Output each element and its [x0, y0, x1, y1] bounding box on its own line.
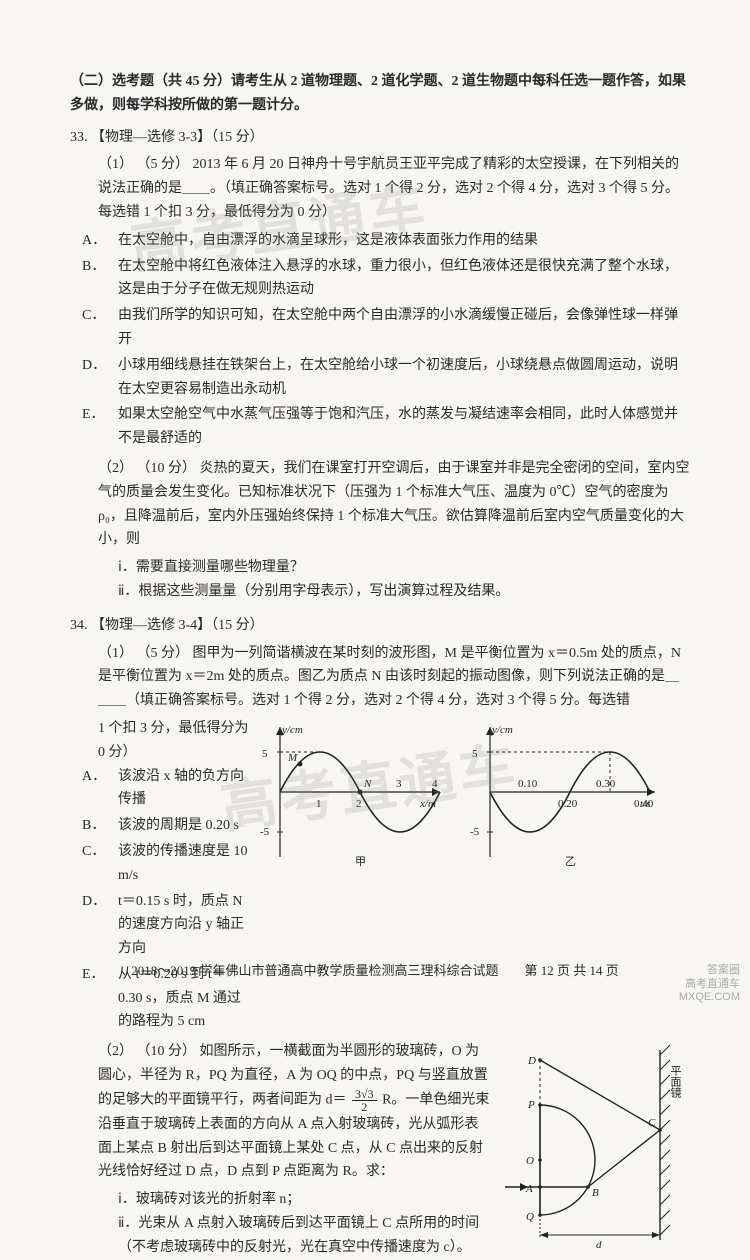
q33-p1-score: （5 分）: [137, 157, 190, 172]
q33-opt-b: B．在太空舱中将红色液体注入悬浮的水球，重力很小，但红色液体还是很快充满了整个水…: [70, 255, 690, 303]
q34-p2-i: ⅰ．玻璃砖对该光的折射率 n；: [70, 1188, 490, 1212]
svg-text:平面镜: 平面镜: [669, 1065, 682, 1099]
q34-opt-d-text: t＝0.15 s 时，质点 N 的速度方向沿 y 轴正方向: [118, 894, 244, 957]
q34-p2-figure: 平面镜 P O A Q D: [500, 1040, 690, 1259]
q33-part1: （1） （5 分） 2013 年 6 月 20 日神舟十号宇航员王亚平完成了精彩…: [70, 153, 690, 224]
question-33: 33. 【物理—选修 3-3】（15 分） （1） （5 分） 2013 年 6…: [70, 126, 690, 604]
corner-watermark: 答案圈 高考直通车 MXQE.COM: [679, 964, 740, 1004]
q34-part2-text: （2） （10 分） 如图所示，一横截面为半圆形的玻璃砖，O 为圆心，半径为 R…: [70, 1040, 490, 1259]
svg-text:0.40: 0.40: [634, 798, 654, 810]
svg-text:-5: -5: [470, 826, 480, 838]
q33-part2: （2） （10 分） 炎热的夏天，我们在课室打开空调后，由于课室并非是完全密闭的…: [70, 457, 690, 552]
q34-p2-fraction: 3√3 2: [352, 1088, 377, 1113]
section-header: （二）选考题（共 45 分）请考生从 2 道物理题、2 道化学题、2 道生物题中…: [70, 70, 690, 118]
svg-text:0.30: 0.30: [596, 778, 616, 790]
q33-opt-c-text: 由我们所学的知识可知，在太空舱中两个自由漂浮的小水滴缓慢正碰后，会像弹性球一样弹…: [118, 308, 678, 347]
svg-text:0.10: 0.10: [518, 778, 538, 790]
svg-text:1: 1: [316, 798, 322, 810]
svg-text:-5: -5: [260, 826, 270, 838]
svg-text:P: P: [527, 1099, 535, 1111]
svg-text:y/cm: y/cm: [281, 724, 303, 736]
corner-l3: MXQE.COM: [679, 991, 740, 1004]
q34-opt-c: C．该波的传播速度是 10 m/s: [70, 840, 250, 888]
q33-opt-d: D．小球用细线悬挂在铁架台上，在太空舱给小球一个初速度后，小球绕悬点做圆周运动，…: [70, 354, 690, 402]
q34-p1-options-col: 1 个扣 3 分，最低得分为 0 分） A．该波沿 x 轴的负方向传播 B．该波…: [70, 717, 250, 1036]
svg-text:5: 5: [262, 748, 268, 760]
q34-opt-c-text: 该波的传播速度是 10 m/s: [118, 844, 248, 883]
corner-l1: 答案圈: [679, 964, 740, 977]
q33-p2-score: （10 分）: [137, 461, 197, 476]
q34-opt-b: B．该波的周期是 0.20 s: [70, 814, 250, 838]
q33-opt-e: E．如果太空舱空气中水蒸气压强等于饱和汽压，水的蒸发与凝结速率会相同，此时人体感…: [70, 403, 690, 451]
svg-text:O: O: [526, 1155, 534, 1167]
page-footer: 2018～2019 学年佛山市普通高中教学质量检测高三理科综合试题 第 12 页…: [0, 960, 750, 982]
q33-opt-b-text: 在太空舱中将红色液体注入悬浮的水球，重力很小，但红色液体还是很快充满了整个水球，…: [118, 259, 678, 298]
q34-p2-frac-top: 3√3: [352, 1088, 377, 1101]
q34-p1-stem-b: 1 个扣 3 分，最低得分为 0 分）: [70, 717, 250, 765]
q33-opt-c: C．由我们所学的知识可知，在太空舱中两个自由漂浮的小水滴缓慢正碰后，会像弹性球一…: [70, 304, 690, 352]
q34-p2-score: （10 分）: [137, 1044, 197, 1059]
svg-text:N: N: [363, 778, 372, 790]
svg-text:Q: Q: [526, 1211, 534, 1223]
q34-p1-num: （1）: [98, 646, 133, 661]
corner-l2: 高考直通车: [679, 978, 740, 991]
q34-part2-row: （2） （10 分） 如图所示，一横截面为半圆形的玻璃砖，O 为圆心，半径为 R…: [70, 1040, 690, 1259]
q34-p1-graphs-row: 1 个扣 3 分，最低得分为 0 分） A．该波沿 x 轴的负方向传播 B．该波…: [70, 717, 690, 1036]
q33-p2-i: ⅰ．需要直接测量哪些物理量？: [70, 556, 690, 580]
q33-opt-e-text: 如果太空舱空气中水蒸气压强等于饱和汽压，水的蒸发与凝结速率会相同，此时人体感觉并…: [118, 407, 678, 446]
q33-p2-ii: ⅱ．根据这些测量量（分别用字母表示），写出演算过程及结果。: [70, 580, 690, 604]
svg-text:4: 4: [432, 778, 438, 790]
q34-opt-a: A．该波沿 x 轴的负方向传播: [70, 765, 250, 813]
question-34: 34. 【物理—选修 3-4】（15 分） （1） （5 分） 图甲为一列简谐横…: [70, 614, 690, 1260]
q34-number: 34.: [70, 618, 88, 633]
svg-text:2: 2: [356, 798, 362, 810]
svg-text:0.20: 0.20: [558, 798, 578, 810]
svg-text:M: M: [287, 752, 298, 764]
q34-part1: （1） （5 分） 图甲为一列简谐横波在某时刻的波形图，M 是平衡位置为 x＝0…: [70, 642, 690, 713]
q33-opt-d-text: 小球用细线悬挂在铁架台上，在太空舱给小球一个初速度后，小球绕悬点做圆周运动，说明…: [118, 358, 678, 397]
q33-opt-a: A．在太空舱中，自由漂浮的水滴呈球形，这是液体表面张力作用的结果: [70, 229, 690, 253]
svg-text:y/cm: y/cm: [491, 724, 513, 736]
q34-p2-num: （2）: [98, 1044, 133, 1059]
svg-text:A: A: [525, 1183, 533, 1195]
svg-text:d: d: [596, 1239, 602, 1250]
svg-text:乙: 乙: [565, 855, 576, 867]
svg-text:B: B: [592, 1187, 599, 1199]
q34-chart-jia: 5 -5 y/cm x/m 1 2 3 4 M N: [260, 717, 460, 876]
q33-tag: 【物理—选修 3-3】（15 分）: [91, 130, 264, 145]
q34-p2-ii: ⅱ．光束从 A 点射入玻璃砖后到达平面镜上 C 点所用的时间（不考虑玻璃砖中的反…: [70, 1212, 490, 1260]
svg-text:5: 5: [472, 748, 478, 760]
q33-p1-num: （1）: [98, 157, 133, 172]
svg-text:D: D: [527, 1055, 536, 1067]
q33-number: 33.: [70, 130, 88, 145]
q34-opt-a-text: 该波沿 x 轴的负方向传播: [118, 769, 244, 808]
q34-p2-frac-bot: 2: [352, 1101, 377, 1113]
q34-chart-yi: 5 -5 y/cm t/s 0.10 0.20 0.30 0.40 乙: [470, 717, 670, 876]
svg-text:甲: 甲: [355, 856, 366, 867]
q33-opt-a-text: 在太空舱中，自由漂浮的水滴呈球形，这是液体表面张力作用的结果: [118, 233, 538, 248]
q34-p1-score: （5 分）: [137, 646, 190, 661]
q34-tag: 【物理—选修 3-4】（15 分）: [91, 618, 264, 633]
q34-opt-b-text: 该波的周期是 0.20 s: [118, 818, 239, 833]
svg-text:3: 3: [396, 778, 402, 790]
q34-opt-d: D．t＝0.15 s 时，质点 N 的速度方向沿 y 轴正方向: [70, 890, 250, 961]
q33-p2-num: （2）: [98, 461, 133, 476]
